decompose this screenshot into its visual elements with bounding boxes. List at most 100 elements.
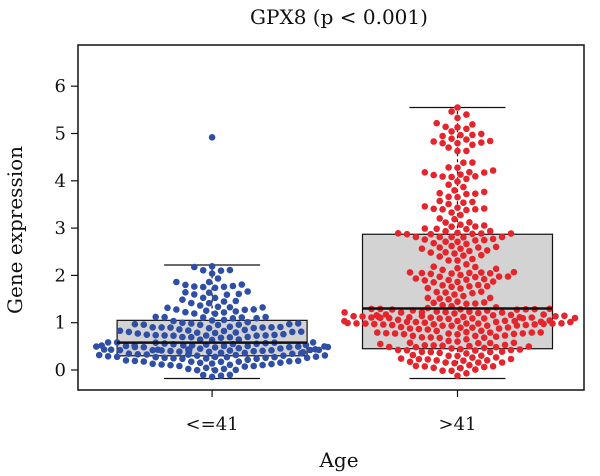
data-point bbox=[427, 314, 435, 321]
data-point bbox=[454, 257, 461, 264]
data-point bbox=[492, 354, 500, 361]
data-point bbox=[199, 371, 207, 379]
data-point bbox=[472, 347, 479, 354]
data-point bbox=[188, 320, 195, 327]
data-point bbox=[176, 348, 183, 356]
data-point bbox=[448, 242, 455, 250]
data-point bbox=[188, 358, 195, 366]
data-point bbox=[271, 353, 278, 361]
data-point bbox=[250, 306, 257, 313]
data-point bbox=[202, 332, 210, 339]
data-point bbox=[424, 356, 432, 363]
data-point bbox=[454, 278, 461, 286]
data-point bbox=[199, 267, 207, 274]
data-point bbox=[229, 315, 237, 322]
data-point bbox=[507, 355, 515, 363]
data-point bbox=[294, 343, 302, 350]
data-point bbox=[540, 311, 547, 318]
data-point bbox=[472, 273, 479, 281]
data-point bbox=[232, 366, 240, 374]
data-point bbox=[286, 320, 293, 328]
data-point bbox=[394, 346, 402, 354]
data-point bbox=[436, 273, 444, 281]
data-point bbox=[460, 357, 467, 365]
data-point bbox=[415, 355, 423, 363]
data-point bbox=[436, 244, 444, 251]
data-point bbox=[445, 193, 452, 201]
data-point bbox=[161, 332, 168, 339]
data-point bbox=[430, 205, 438, 213]
data-point bbox=[397, 323, 405, 331]
data-point bbox=[501, 341, 509, 349]
data-point bbox=[385, 343, 393, 351]
data-point bbox=[466, 269, 473, 277]
data-point bbox=[460, 183, 467, 191]
data-point bbox=[466, 219, 473, 226]
data-point bbox=[492, 265, 500, 273]
data-point bbox=[466, 308, 473, 316]
data-point bbox=[460, 159, 467, 166]
data-point bbox=[193, 329, 201, 337]
data-point bbox=[309, 339, 317, 346]
data-point bbox=[504, 324, 512, 331]
data-point bbox=[436, 253, 444, 260]
data-point bbox=[504, 273, 512, 280]
data-point bbox=[161, 313, 168, 321]
data-point bbox=[457, 221, 464, 228]
data-point bbox=[427, 249, 435, 256]
data-point bbox=[436, 334, 444, 342]
data-point bbox=[259, 324, 266, 331]
data-point bbox=[433, 357, 441, 364]
data-point bbox=[454, 164, 461, 171]
data-point bbox=[158, 361, 165, 368]
data-point bbox=[368, 314, 375, 321]
data-point bbox=[498, 309, 506, 316]
data-point bbox=[457, 345, 464, 353]
data-point bbox=[439, 173, 446, 180]
data-point bbox=[193, 366, 201, 374]
data-point bbox=[211, 310, 219, 318]
data-point bbox=[489, 278, 497, 285]
data-point bbox=[454, 264, 461, 272]
data-point bbox=[448, 233, 455, 241]
data-point bbox=[223, 353, 231, 361]
data-point bbox=[436, 315, 444, 322]
data-point bbox=[421, 169, 429, 176]
data-point bbox=[454, 178, 461, 185]
data-point bbox=[478, 327, 485, 335]
data-point bbox=[442, 289, 449, 296]
data-point bbox=[400, 330, 408, 338]
data-point bbox=[116, 327, 124, 335]
data-point bbox=[403, 230, 411, 238]
data-point bbox=[193, 352, 201, 360]
data-point bbox=[185, 327, 192, 334]
data-point bbox=[421, 225, 429, 232]
data-point bbox=[442, 249, 449, 256]
data-point bbox=[196, 345, 204, 353]
data-point bbox=[424, 294, 432, 302]
data-point bbox=[507, 346, 515, 354]
data-point bbox=[196, 359, 204, 367]
data-point bbox=[244, 318, 251, 326]
data-point bbox=[418, 245, 426, 252]
data-point bbox=[122, 342, 130, 350]
y-tick-label: 6 bbox=[55, 76, 66, 97]
data-point bbox=[469, 198, 476, 206]
data-point bbox=[433, 327, 441, 335]
data-point bbox=[483, 322, 491, 330]
data-point bbox=[445, 144, 452, 151]
data-point bbox=[519, 330, 527, 337]
data-point bbox=[463, 300, 470, 308]
data-point bbox=[475, 339, 482, 347]
data-point bbox=[391, 330, 399, 337]
data-point bbox=[371, 320, 378, 328]
data-point bbox=[424, 284, 432, 292]
data-point bbox=[214, 275, 222, 282]
data-point bbox=[220, 283, 228, 291]
data-point bbox=[232, 308, 240, 315]
data-point bbox=[388, 321, 396, 329]
plot-area bbox=[93, 104, 579, 381]
data-point bbox=[451, 215, 458, 223]
data-point bbox=[486, 137, 494, 145]
